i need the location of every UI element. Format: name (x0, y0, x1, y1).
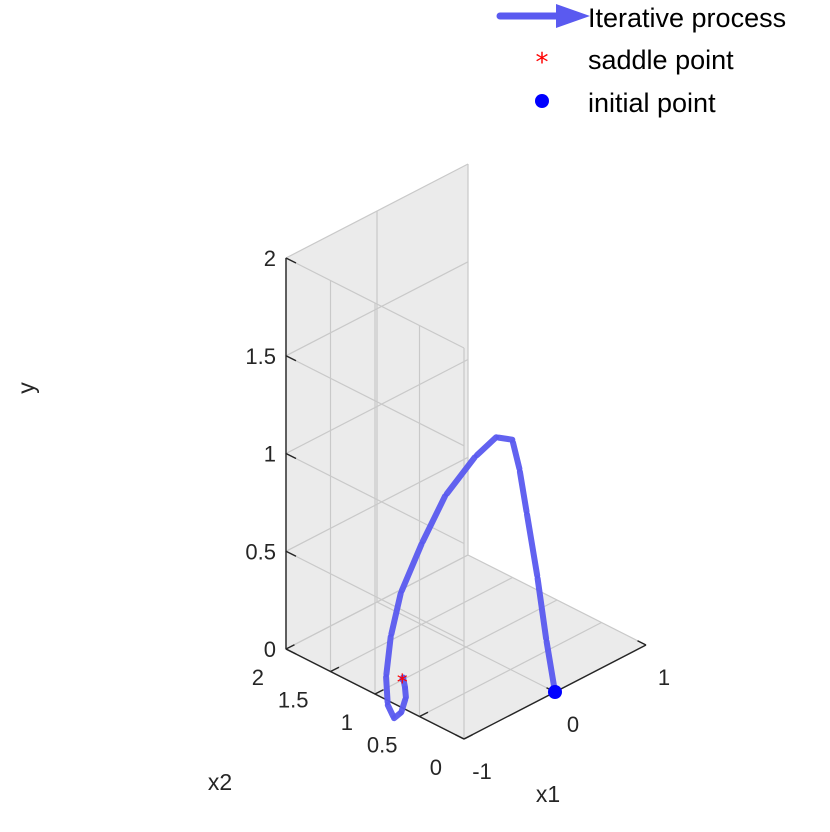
iteration-arrow (543, 638, 558, 695)
x1-axis-label: x1 (536, 781, 560, 807)
x1-tick (455, 734, 465, 740)
y-tick (285, 355, 297, 362)
legend-entry: * saddle point (536, 45, 735, 78)
y-tick-label: 0.5 (245, 539, 276, 564)
x2-tick (374, 689, 384, 695)
iteration-arrow (383, 674, 391, 706)
x2-tick (330, 666, 340, 673)
x2-tick (419, 711, 429, 718)
saddle-point-marker: * (397, 671, 408, 696)
iteration-arrow (398, 541, 425, 594)
legend-label: saddle point (588, 45, 734, 75)
y-tick (285, 648, 297, 655)
x2-tick (463, 734, 473, 740)
x1-tick-label: 0 (567, 712, 579, 737)
iteration-arrow (398, 696, 409, 716)
y-tick (285, 550, 297, 557)
marker-points: * (397, 671, 562, 699)
x2-tick-label: 2 (252, 665, 264, 690)
iteration-arrow (383, 633, 394, 678)
axis-panes (286, 164, 646, 739)
x1-tick-label: -1 (472, 759, 492, 784)
legend-dot-marker (535, 94, 549, 108)
iteration-arrow (388, 590, 404, 637)
x2-tick-label: 0.5 (367, 733, 398, 758)
legend-label: Iterative process (588, 3, 786, 33)
iteration-arrow (384, 702, 397, 720)
x2-tick-label: 1 (341, 710, 353, 735)
y-tick (285, 452, 297, 460)
legend-label: initial point (588, 88, 716, 118)
iteration-arrow (399, 674, 407, 683)
legend-star-marker: * (536, 48, 549, 78)
y-axis-label: y (13, 382, 39, 394)
legend-arrow-head (556, 4, 590, 28)
y-tick-label: 2 (264, 246, 276, 271)
iteration-arrow (534, 575, 550, 642)
iteration-arrow (443, 454, 478, 497)
y-tick-label: 0 (264, 637, 276, 662)
x2-tick-label: 0 (430, 755, 442, 780)
x2-axis-label: x2 (208, 769, 232, 795)
iteration-arrow (495, 434, 516, 443)
iteration-arrow (524, 511, 541, 579)
x1-tick-label: 1 (658, 665, 670, 690)
x2-tick-label: 1.5 (278, 688, 309, 713)
legend-entry: Iterative process (496, 3, 786, 33)
x1-tick (637, 640, 647, 646)
legend-entry: initial point (535, 88, 716, 118)
x2-tick (285, 644, 295, 650)
iterative-process-series (383, 434, 558, 722)
y-tick (285, 257, 297, 264)
y-tick-label: 1.5 (245, 344, 276, 369)
legend: Iterative process * saddle point initial po… (496, 3, 786, 118)
iteration-arrow (516, 468, 530, 515)
iteration-arrow (473, 434, 500, 459)
iteration-arrow (510, 439, 523, 472)
iteration-arrow (419, 493, 448, 545)
initial-point-marker (548, 685, 562, 699)
y-tick-label: 1 (264, 442, 276, 467)
